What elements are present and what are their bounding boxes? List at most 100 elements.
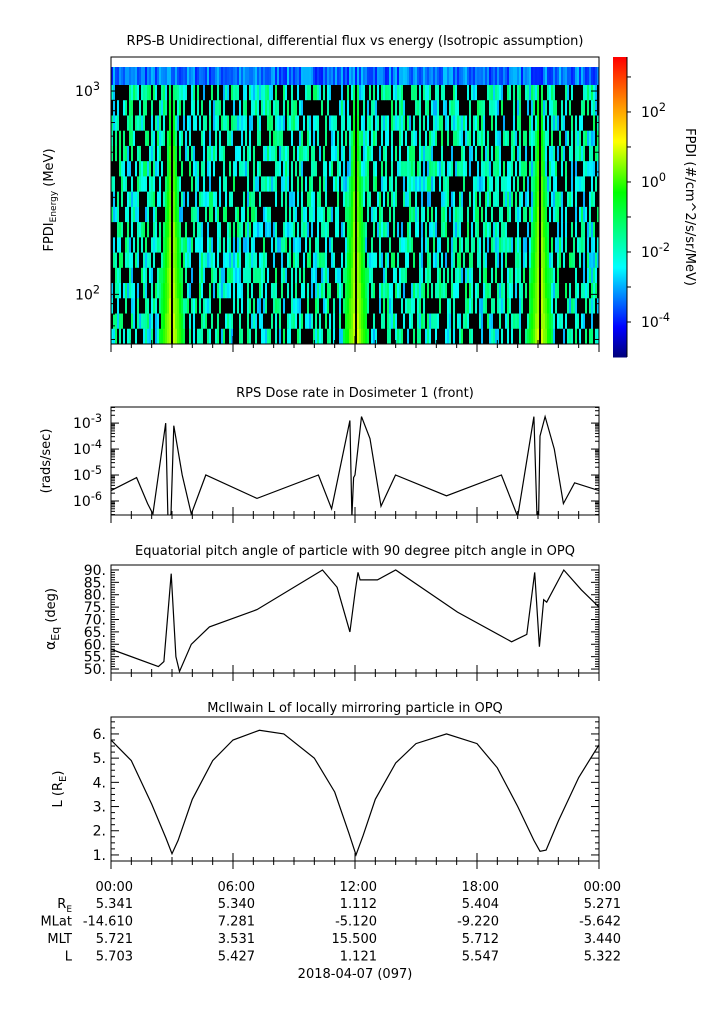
heatmap-cell (579, 67, 582, 85)
heatmap-cell (491, 130, 494, 147)
heatmap-cell (301, 100, 304, 116)
heatmap-cell (429, 267, 432, 284)
heatmap-cell (393, 85, 396, 101)
heatmap-cell (305, 237, 308, 253)
heatmap-cell (287, 176, 290, 192)
heatmap-cell (193, 191, 196, 208)
heatmap-cell (307, 145, 310, 162)
heatmap-cell (451, 237, 454, 253)
heatmap-cell (517, 237, 520, 253)
heatmap-cell (177, 283, 180, 299)
heatmap-cell (333, 222, 336, 238)
heatmap-cell (183, 115, 186, 132)
heatmap-cell (487, 206, 490, 223)
heatmap-cell (145, 115, 148, 132)
heatmap-cell (281, 115, 284, 132)
heatmap-cell (261, 206, 264, 223)
heatmap-cell (477, 283, 480, 299)
heatmap-cell (345, 313, 348, 330)
heatmap-cell (113, 328, 116, 345)
heatmap-cell (113, 115, 116, 132)
heatmap-cell (485, 237, 488, 253)
heatmap-cell (375, 161, 378, 177)
heatmap-cell (387, 100, 390, 116)
heatmap-cell (145, 252, 148, 269)
heatmap-cell (153, 130, 156, 147)
heatmap-cell (575, 313, 578, 330)
heatmap-cell (303, 100, 306, 116)
heatmap-cell (479, 328, 482, 345)
heatmap-cell (133, 252, 136, 269)
heatmap-cell (289, 267, 292, 284)
heatmap-cell (191, 252, 194, 269)
heatmap-cell (421, 161, 424, 177)
heatmap-cell (583, 176, 586, 192)
heatmap-cell (407, 222, 410, 238)
heatmap-cell (439, 222, 442, 238)
heatmap-cell (525, 191, 528, 208)
heatmap-cell (475, 252, 478, 269)
heatmap-cell (493, 283, 496, 299)
heatmap-cell (543, 328, 546, 345)
heatmap-cell (553, 237, 556, 253)
heatmap-cell (335, 237, 338, 253)
heatmap-cell (541, 222, 544, 238)
heatmap-cell (143, 252, 146, 269)
heatmap-cell (135, 237, 138, 253)
heatmap-cell (291, 85, 294, 101)
heatmap-cell (403, 145, 406, 162)
heatmap-cell (209, 67, 212, 85)
heatmap-cell (413, 206, 416, 223)
heatmap-cell (525, 252, 528, 269)
heatmap-cell (197, 85, 200, 101)
heatmap-cell (343, 313, 346, 330)
heatmap-cell (171, 130, 174, 147)
heatmap-cell (415, 222, 418, 238)
heatmap-cell (553, 67, 556, 85)
heatmap-cell (191, 67, 194, 85)
heatmap-cell (267, 267, 270, 284)
heatmap-cell (253, 267, 256, 284)
heatmap-cell (125, 176, 128, 192)
heatmap-cell (423, 130, 426, 147)
heatmap-cell (311, 206, 314, 223)
heatmap-cell (297, 313, 300, 330)
heatmap-cell (333, 67, 336, 85)
heatmap-cell (203, 222, 206, 238)
heatmap-cell (571, 67, 574, 85)
heatmap-cell (365, 191, 368, 208)
heatmap-cell (535, 283, 538, 299)
heatmap-cell (333, 283, 336, 299)
heatmap-cell (519, 252, 522, 269)
heatmap-cell (351, 85, 354, 101)
heatmap-cell (343, 237, 346, 253)
heatmap-cell (519, 267, 522, 284)
heatmap-cell (575, 191, 578, 208)
heatmap-cell (545, 145, 548, 162)
y-tick-label: 102 (75, 283, 100, 303)
heatmap-cell (377, 115, 380, 132)
heatmap-cell (321, 176, 324, 192)
heatmap-cell (479, 222, 482, 238)
heatmap-cell (415, 67, 418, 85)
heatmap-cell (145, 130, 148, 147)
heatmap-cell (115, 130, 118, 147)
heatmap-cell (459, 191, 462, 208)
heatmap-cell (597, 222, 600, 238)
heatmap-cell (307, 176, 310, 192)
heatmap-cell (573, 237, 576, 253)
heatmap-cell (309, 313, 312, 330)
heatmap-cell (587, 176, 590, 192)
heatmap-cell (133, 191, 136, 208)
heatmap-cell (581, 222, 584, 238)
heatmap-cell (159, 130, 162, 147)
heatmap-cell (345, 252, 348, 269)
heatmap-cell (403, 206, 406, 223)
heatmap-cell (279, 267, 282, 284)
heatmap-cell (401, 176, 404, 192)
heatmap-cell (283, 67, 286, 85)
heatmap-cell (193, 328, 196, 345)
heatmap-cell (213, 115, 216, 132)
heatmap-cell (523, 67, 526, 85)
heatmap-cell (141, 328, 144, 345)
